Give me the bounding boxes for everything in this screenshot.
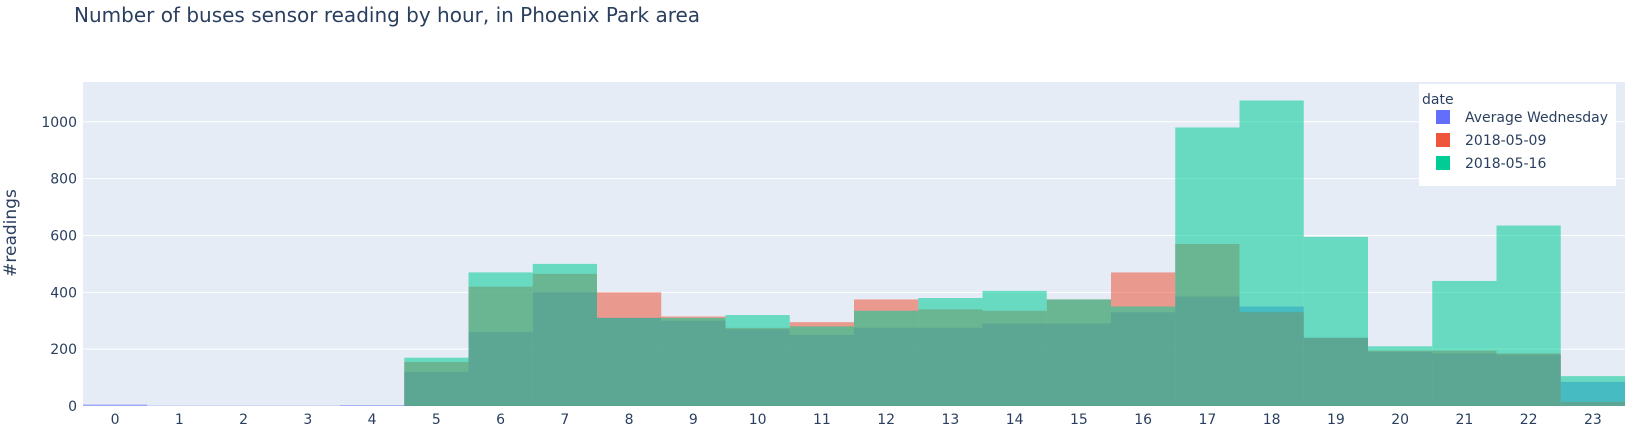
y-axis-title: #readings <box>1 189 21 277</box>
legend-swatch <box>1436 133 1450 147</box>
x-tick-label: 3 <box>303 412 312 428</box>
bar <box>1046 299 1111 406</box>
x-tick-label: 6 <box>496 412 505 428</box>
legend-item-label: 2018-05-09 <box>1465 133 1546 149</box>
x-tick-label: 1 <box>175 412 184 428</box>
bar <box>404 357 469 406</box>
x-tick-label: 18 <box>1263 412 1281 428</box>
legend-item-label: Average Wednesday <box>1465 110 1608 126</box>
legend-swatch <box>1436 156 1450 170</box>
bar <box>789 326 854 406</box>
x-tick-label: 21 <box>1455 412 1473 428</box>
bar <box>982 290 1047 406</box>
y-axis-ticks: 0 200 400 600 800 1000 <box>41 115 77 415</box>
x-tick-label: 16 <box>1134 412 1152 428</box>
x-tick-label: 13 <box>941 412 959 428</box>
bar <box>532 263 597 406</box>
x-tick-label: 8 <box>625 412 634 428</box>
bar <box>83 404 148 406</box>
bar <box>854 310 919 406</box>
y-tick-label: 800 <box>50 172 77 188</box>
chart-title: Number of buses sensor reading by hour, … <box>74 3 700 27</box>
bar <box>1368 346 1433 406</box>
x-tick-label: 9 <box>689 412 698 428</box>
x-tick-label: 7 <box>560 412 569 428</box>
x-tick-label: 5 <box>432 412 441 428</box>
bar <box>1432 280 1497 406</box>
y-tick-label: 600 <box>50 228 77 244</box>
x-tick-label: 4 <box>368 412 377 428</box>
bar <box>725 315 790 406</box>
y-tick-label: 1000 <box>41 115 77 131</box>
x-tick-label: 22 <box>1520 412 1538 428</box>
x-tick-label: 15 <box>1070 412 1088 428</box>
bar <box>918 298 983 406</box>
legend: date Average Wednesday 2018-05-09 2018-05-… <box>1419 84 1616 186</box>
x-tick-label: 14 <box>1006 412 1024 428</box>
x-tick-label: 2 <box>239 412 248 428</box>
bar <box>661 317 726 406</box>
y-tick-label: 200 <box>50 342 77 358</box>
bar <box>1239 100 1304 406</box>
x-tick-label: 19 <box>1327 412 1345 428</box>
y-tick-label: 400 <box>50 285 77 301</box>
x-tick-label: 10 <box>749 412 767 428</box>
bar <box>1560 376 1625 406</box>
y-tick-label: 0 <box>68 399 77 415</box>
bar <box>1303 236 1368 406</box>
x-tick-label: 20 <box>1391 412 1409 428</box>
bar <box>1496 225 1561 406</box>
bar <box>597 317 662 406</box>
bar <box>1175 127 1240 406</box>
bar <box>468 272 533 406</box>
bars-layer <box>83 100 1625 406</box>
legend-box <box>1419 84 1616 186</box>
x-axis-ticks: 0 1 2 3 4 5 6 7 8 9 10 11 12 13 14 15 16 17 18 19 20 21 22 23 <box>111 412 1602 428</box>
series-group <box>404 100 1625 406</box>
legend-item-label: 2018-05-16 <box>1465 156 1546 172</box>
x-tick-label: 23 <box>1584 412 1602 428</box>
x-tick-label: 12 <box>877 412 895 428</box>
x-tick-label: 17 <box>1198 412 1216 428</box>
legend-swatch <box>1436 110 1450 124</box>
x-tick-label: 0 <box>111 412 120 428</box>
legend-title: date <box>1422 92 1454 108</box>
x-tick-label: 11 <box>813 412 831 428</box>
bar <box>340 405 405 406</box>
bar <box>1111 306 1176 406</box>
